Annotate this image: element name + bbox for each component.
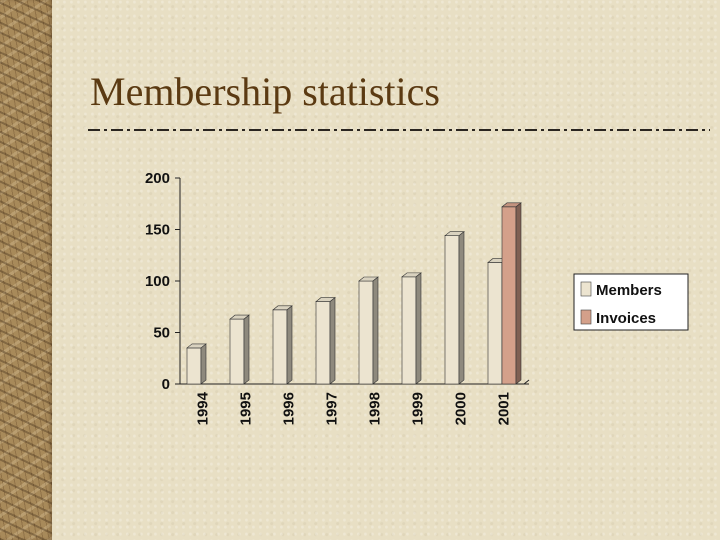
- legend-swatch-members: [580, 281, 592, 297]
- bar-side-invoices-2001: [515, 202, 522, 385]
- bar-side-members-1997: [329, 296, 336, 385]
- legend-label-members: Members: [596, 282, 662, 299]
- bar-members-1998: [358, 280, 374, 385]
- bar-side-members-1998: [372, 276, 379, 385]
- x-tick-label: 1995: [238, 392, 255, 425]
- y-tick-label: 50: [153, 325, 170, 342]
- bar-invoices-2001: [501, 206, 517, 385]
- bar-members-1995: [229, 318, 245, 385]
- bar-members-1999: [401, 276, 417, 385]
- x-tick-label: 2001: [496, 392, 513, 425]
- slide-title: Membership statistics: [90, 69, 440, 114]
- y-tick-label: 0: [162, 376, 170, 393]
- x-axis-depth-line: [523, 379, 530, 385]
- y-tick-label: 100: [145, 273, 170, 290]
- legend-label-invoices: Invoices: [596, 310, 656, 327]
- x-tick-label: 1994: [195, 391, 212, 425]
- bar-members-2000: [444, 235, 460, 385]
- decorative-side-strip: [0, 0, 52, 540]
- legend-box: [573, 273, 689, 331]
- x-tick-label: 1998: [367, 392, 384, 425]
- y-tick-label: 150: [145, 222, 170, 239]
- y-tick-label: 200: [145, 170, 170, 187]
- bar-side-members-2000: [458, 231, 465, 385]
- bar-members-2001: [487, 262, 503, 385]
- bar-side-members-1999: [415, 272, 422, 385]
- bar-side-members-1996: [286, 305, 293, 385]
- bar-members-1996: [272, 309, 288, 385]
- bar-side-members-1994: [200, 343, 207, 385]
- bar-members-1997: [315, 301, 331, 385]
- x-tick-label: 2000: [453, 392, 470, 425]
- bar-side-members-1995: [243, 314, 250, 385]
- x-tick-label: 1997: [324, 392, 341, 425]
- title-underline: [88, 129, 710, 131]
- x-tick-label: 1999: [410, 392, 427, 425]
- bar-members-1994: [186, 347, 202, 385]
- legend-swatch-invoices: [580, 309, 592, 325]
- x-tick-label: 1996: [281, 392, 298, 425]
